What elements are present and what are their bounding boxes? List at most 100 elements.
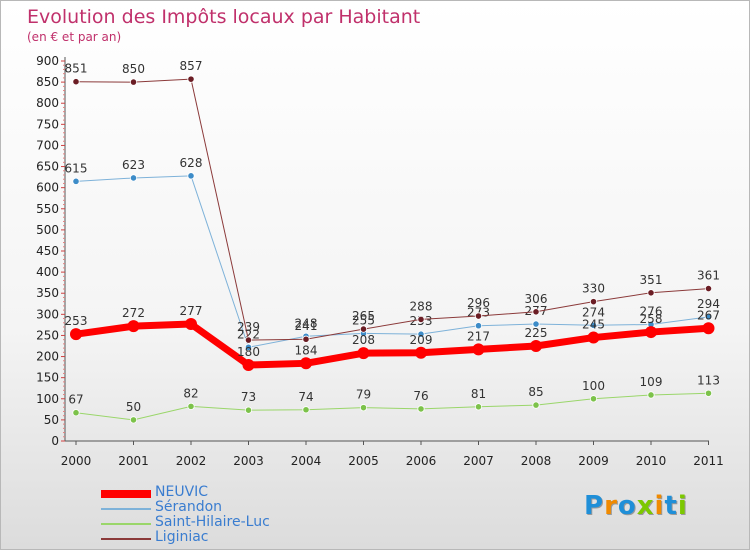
logo-letter: t [664, 491, 678, 521]
y-tick-label: 750 [36, 117, 59, 131]
data-point-neuvic [300, 357, 312, 370]
y-tick-label: 900 [36, 54, 59, 68]
data-point-neuvic [530, 340, 542, 352]
data-point-saint-hilaire-luc [129, 416, 138, 424]
y-tick-label: 500 [36, 223, 59, 237]
data-label-liginiac: 241 [295, 319, 318, 333]
data-label-liginiac: 850 [122, 62, 145, 76]
data-label-neuvic: 272 [122, 306, 145, 320]
series-line-liginiac [75, 78, 709, 341]
data-label-saint-hilaire-luc: 50 [126, 400, 141, 414]
data-point-liginiac [589, 298, 598, 306]
y-tick-label: 350 [36, 286, 59, 300]
data-point-serandon [244, 343, 253, 351]
y-tick-label: 150 [36, 371, 59, 385]
data-label-saint-hilaire-luc: 76 [413, 389, 428, 403]
data-point-saint-hilaire-luc [474, 403, 483, 411]
series-line-serandon [75, 175, 709, 348]
x-tick-label: 2009 [578, 454, 609, 468]
legend-swatch [101, 523, 151, 525]
data-point-liginiac [244, 336, 253, 344]
logo-letter: r [604, 491, 618, 521]
data-point-liginiac [187, 75, 195, 83]
data-label-serandon: 274 [582, 305, 605, 319]
data-point-neuvic [472, 343, 485, 356]
chart-subtitle: (en € et par an) [27, 30, 122, 44]
data-label-neuvic: 225 [525, 326, 548, 340]
data-label-liginiac: 296 [467, 296, 490, 310]
data-label-neuvic: 253 [65, 314, 88, 328]
data-point-serandon [532, 320, 540, 328]
data-label-liginiac: 306 [525, 292, 548, 306]
x-tick-label: 2004 [291, 454, 322, 468]
data-point-saint-hilaire-luc [532, 401, 540, 409]
y-tick-label: 800 [36, 96, 59, 110]
legend-label: Saint-Hilaire-Luc [155, 514, 270, 530]
data-point-serandon [474, 322, 483, 330]
data-point-serandon [417, 330, 425, 338]
logo-letter: P [584, 491, 605, 521]
data-label-neuvic: 245 [582, 318, 605, 332]
data-point-saint-hilaire-luc [589, 395, 598, 403]
data-point-saint-hilaire-luc [647, 391, 655, 399]
data-point-neuvic [242, 359, 255, 371]
data-point-neuvic [415, 346, 427, 359]
y-tick-label: 600 [36, 181, 59, 195]
x-tick-label: 2006 [406, 454, 437, 468]
data-label-liginiac: 265 [352, 309, 375, 323]
data-label-saint-hilaire-luc: 74 [298, 390, 313, 404]
x-tick-label: 2008 [521, 454, 552, 468]
x-tick-label: 2002 [176, 454, 207, 468]
data-point-serandon [589, 321, 598, 329]
logo-letter: o [617, 491, 637, 521]
y-tick-label: 450 [36, 244, 59, 258]
data-point-neuvic [645, 326, 657, 339]
data-label-saint-hilaire-luc: 109 [640, 375, 663, 389]
data-label-liginiac: 351 [640, 273, 663, 287]
x-tick-label: 2011 [693, 454, 724, 468]
data-label-serandon: 623 [122, 158, 145, 172]
data-label-neuvic: 258 [640, 312, 663, 326]
logo-letter: i [654, 491, 665, 521]
proxiti-logo: Proxiti [584, 491, 688, 521]
x-tick-label: 2001 [118, 454, 149, 468]
data-label-serandon: 248 [295, 316, 318, 330]
y-tick-label: 50 [44, 413, 59, 427]
data-label-liginiac: 857 [180, 59, 203, 73]
y-tick-label: 300 [36, 307, 59, 321]
data-point-saint-hilaire-luc [302, 406, 310, 414]
data-label-neuvic: 184 [295, 343, 318, 357]
data-point-saint-hilaire-luc [72, 409, 80, 417]
data-point-serandon [704, 313, 713, 321]
data-label-saint-hilaire-luc: 81 [471, 387, 486, 401]
data-label-serandon: 615 [65, 161, 88, 175]
y-tick-label: 250 [36, 328, 59, 342]
x-tick-label: 2010 [636, 454, 667, 468]
data-label-liginiac: 288 [410, 299, 433, 313]
data-label-neuvic: 277 [180, 304, 203, 318]
x-tick-label: 2003 [233, 454, 264, 468]
series-line-saint-hilaire-luc [75, 392, 709, 421]
data-point-saint-hilaire-luc [704, 389, 713, 397]
data-label-neuvic: 267 [697, 308, 720, 322]
data-label-saint-hilaire-luc: 67 [68, 393, 83, 407]
data-label-liginiac: 239 [237, 320, 260, 334]
y-tick-label: 0 [51, 434, 59, 448]
data-label-serandon: 628 [180, 156, 203, 170]
y-tick-label: 650 [36, 160, 59, 174]
y-tick-label: 400 [36, 265, 59, 279]
data-point-serandon [187, 172, 195, 180]
data-label-saint-hilaire-luc: 79 [356, 388, 371, 402]
data-point-neuvic [702, 322, 715, 335]
legend-label: Liginiac [155, 529, 209, 545]
y-tick-label: 100 [36, 392, 59, 406]
y-tick-label: 700 [36, 138, 59, 152]
y-tick-label: 550 [36, 202, 59, 216]
legend-swatch [101, 538, 151, 540]
data-point-serandon [129, 174, 138, 182]
series-line-neuvic [72, 320, 712, 369]
data-label-saint-hilaire-luc: 113 [697, 373, 720, 387]
data-point-saint-hilaire-luc [244, 406, 253, 414]
logo-letter: x [636, 491, 655, 521]
